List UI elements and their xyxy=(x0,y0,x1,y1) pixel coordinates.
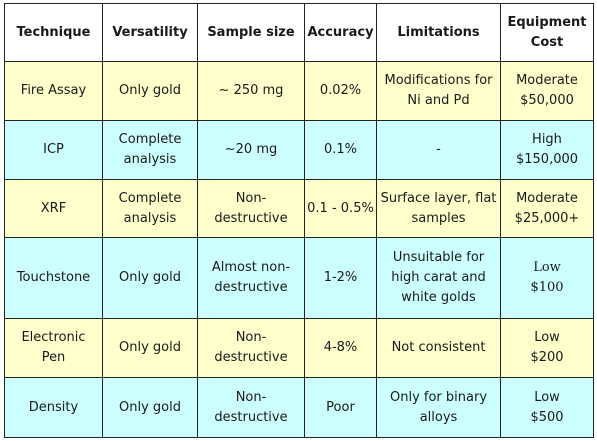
cell-technique: Fire Assay xyxy=(4,60,103,122)
cell-limitations: Not consistent xyxy=(376,318,501,379)
table-row: Density Only gold Non- destructive Poor … xyxy=(4,377,594,438)
table-row: Fire Assay Only gold ~ 250 mg 0.02% Modi… xyxy=(4,60,594,122)
cell-technique: Touchstone xyxy=(4,237,103,320)
cell-cost: Low $500 xyxy=(500,377,594,438)
cell-limitations: Modifications for Ni and Pd xyxy=(376,60,501,122)
cell-sample-size: ~20 mg xyxy=(197,120,305,180)
cell-technique: XRF xyxy=(4,178,103,239)
cell-versatility: Only gold xyxy=(102,237,198,320)
cell-technique: Density xyxy=(4,377,103,438)
cell-accuracy: Poor xyxy=(304,377,377,438)
cell-accuracy: 0.02% xyxy=(304,60,377,122)
cell-limitations: Unsuitable for high carat and white gold… xyxy=(376,237,501,320)
table-row: XRF Complete analysis Non- destructive 0… xyxy=(4,178,594,239)
cell-versatility: Complete analysis xyxy=(102,178,198,239)
cell-cost: Low $200 xyxy=(500,318,594,379)
comparison-table: Technique Versatility Sample size Accura… xyxy=(4,3,594,438)
cell-limitations: Surface layer, flat samples xyxy=(376,178,501,239)
header-versatility: Versatility xyxy=(102,3,198,62)
cell-sample-size: ~ 250 mg xyxy=(197,60,305,122)
table-row: Touchstone Only gold Almost non- destruc… xyxy=(4,237,594,320)
cell-versatility: Only gold xyxy=(102,60,198,122)
cell-accuracy: 0.1% xyxy=(304,120,377,180)
cell-sample-size: Non- destructive xyxy=(197,377,305,438)
cell-versatility: Only gold xyxy=(102,318,198,379)
header-row: Technique Versatility Sample size Accura… xyxy=(4,3,594,62)
cell-technique: ICP xyxy=(4,120,103,180)
cell-cost: Low $100 xyxy=(500,237,594,320)
cell-limitations: Only for binary alloys xyxy=(376,377,501,438)
cell-limitations: - xyxy=(376,120,501,180)
header-technique: Technique xyxy=(4,3,103,62)
cell-sample-size: Almost non- destructive xyxy=(197,237,305,320)
cell-accuracy: 1-2% xyxy=(304,237,377,320)
header-sample-size: Sample size xyxy=(197,3,305,62)
header-equipment-cost: Equipment Cost xyxy=(500,3,594,62)
cell-accuracy: 0.1 - 0.5% xyxy=(304,178,377,239)
table-row: ICP Complete analysis ~20 mg 0.1% - High… xyxy=(4,120,594,180)
table-row: Electronic Pen Only gold Non- destructiv… xyxy=(4,318,594,379)
cell-sample-size: Non- destructive xyxy=(197,318,305,379)
cell-cost: Moderate $50,000 xyxy=(500,60,594,122)
cell-versatility: Complete analysis xyxy=(102,120,198,180)
header-limitations: Limitations xyxy=(376,3,501,62)
header-accuracy: Accuracy xyxy=(304,3,377,62)
cell-cost: High $150,000 xyxy=(500,120,594,180)
cell-technique: Electronic Pen xyxy=(4,318,103,379)
cell-sample-size: Non- destructive xyxy=(197,178,305,239)
cell-accuracy: 4-8% xyxy=(304,318,377,379)
cell-versatility: Only gold xyxy=(102,377,198,438)
cell-cost: Moderate $25,000+ xyxy=(500,178,594,239)
